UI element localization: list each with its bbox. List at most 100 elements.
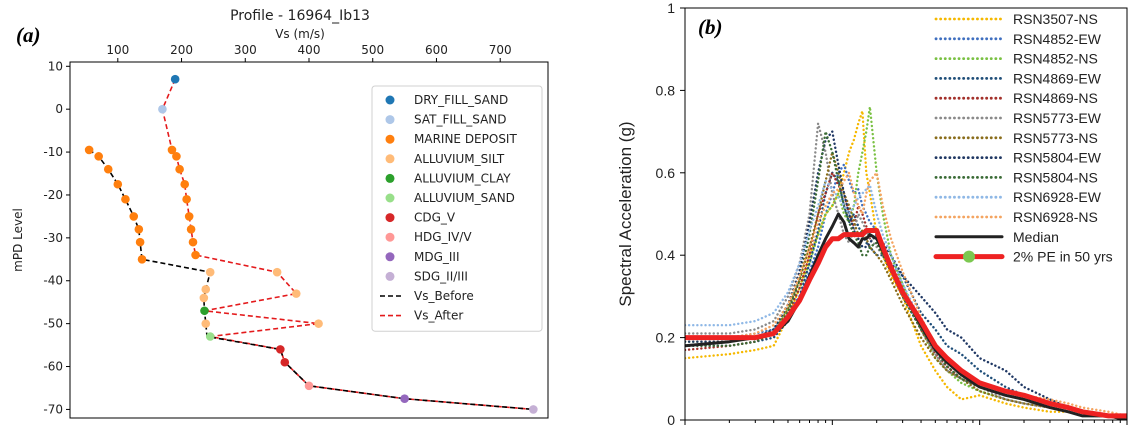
point-alluvium-silt (199, 293, 209, 303)
point-marine-deposit (167, 145, 177, 155)
y-tick-label: 0.8 (656, 82, 676, 98)
point-dry-fill-sand (170, 74, 180, 84)
legend-label-rsn5773-ns: RSN5773-NS (1013, 130, 1098, 146)
point-marine-deposit (191, 250, 200, 260)
point-marine-deposit (184, 212, 194, 221)
point-alluvium-clay (200, 306, 209, 316)
legend-label-rsn3507-ns: RSN3507-NS (1013, 11, 1098, 27)
point-marine-deposit (84, 145, 94, 155)
point-mdg-iii (400, 394, 409, 403)
legend-marker-dry-fill-sand (385, 95, 395, 105)
panel-label-a: (a) (16, 23, 41, 47)
x-tick-label: 100 (106, 43, 129, 57)
y-tick-label: -50 (43, 317, 63, 331)
y-tick-label: -10 (43, 145, 63, 159)
y-tick-label: 1 (667, 0, 675, 16)
point-alluvium-silt (201, 319, 211, 328)
point-marine-deposit (103, 164, 113, 174)
point-sdg-ii-iii (529, 405, 538, 414)
x-tick-label: 300 (234, 43, 257, 57)
legend-label-rsn6928-ew: RSN6928-EW (1013, 189, 1102, 205)
legend-marker-marine-deposit (385, 134, 395, 144)
point-sat-fill-sand (158, 104, 167, 114)
point-alluvium-silt (291, 289, 301, 298)
point-marine-deposit (186, 224, 196, 234)
point-marine-deposit (129, 212, 139, 221)
series-line-rsn6928-ew (685, 179, 1127, 420)
series-line-vs-after (161, 78, 534, 411)
point-marine-deposit (135, 237, 145, 247)
series-group-b (685, 105, 1127, 420)
legend-marker-mdg-iii (385, 252, 395, 262)
legend-label-rsn4852-ew: RSN4852-EW (1013, 31, 1102, 47)
legend-label-rsn5773-ew: RSN5773-EW (1013, 110, 1102, 126)
y-tick-label: -60 (43, 360, 63, 374)
legend-marker-sdg-ii-iii (385, 271, 395, 281)
point-alluvium-silt (201, 285, 211, 294)
point-marine-deposit (94, 152, 103, 161)
y-axis-label: mPD Level (11, 208, 25, 272)
series-line-rsn4852-ew (685, 163, 1127, 420)
legend-label-rsn5804-ns: RSN5804-NS (1013, 169, 1098, 185)
legend-label-median: Median (1013, 229, 1059, 245)
point-marine-deposit (113, 179, 123, 189)
series-line-rsn5773-ns (685, 151, 1127, 420)
point-marine-deposit (172, 152, 181, 161)
series-line-rsn4852-ns (685, 105, 1127, 420)
legend-label-cdg-v: CDG_V (414, 211, 456, 225)
panel-label-b: (b) (698, 15, 723, 39)
series-line-rsn5773-ew (685, 122, 1127, 420)
x-tick-label: 200 (170, 43, 193, 57)
x-axis-label: Vs (m/s) (275, 27, 325, 41)
point-marine-deposit (180, 179, 190, 189)
legend-label-2-pe-in-50-yrs: 2% PE in 50 yrs (1013, 249, 1113, 265)
point-alluvium-silt (205, 267, 215, 277)
series-line-rsn4869-ew (685, 171, 1127, 420)
point-alluvium-silt (272, 267, 282, 277)
legend-label-rsn4852-ns: RSN4852-NS (1013, 51, 1098, 67)
y-tick-label: 0.2 (656, 330, 676, 346)
legend-label-rsn4869-ew: RSN4869-EW (1013, 70, 1102, 86)
y-tick-label: -20 (43, 188, 63, 202)
legend-marker-2-pe-in-50-yrs (963, 250, 975, 263)
y-tick-label: -30 (43, 231, 63, 245)
legend-label-rsn4869-ns: RSN4869-NS (1013, 90, 1098, 106)
legend-label-alluvium-clay: ALLUVIUM_CLAY (414, 171, 511, 185)
x-tick-label: 500 (361, 43, 384, 57)
x-tick-label: 400 (298, 43, 321, 57)
legend-marker-alluvium-clay (385, 173, 395, 183)
chart-a-title: Profile - 16964_Ib13 (230, 8, 370, 24)
y-tick-label: -70 (43, 402, 63, 416)
series-line-rsn3507-ns (685, 109, 1127, 420)
plot-frame-b (684, 7, 1128, 421)
legend-label-rsn6928-ns: RSN6928-NS (1013, 209, 1098, 225)
series-line-rsn4869-ns (685, 171, 1127, 420)
legend-label-vs-after: Vs_After (414, 309, 463, 323)
legend-label-alluvium-silt: ALLUVIUM_SILT (414, 152, 505, 166)
legend-label-vs-before: Vs_Before (414, 289, 474, 303)
legend-label-mdg-iii: MDG_III (414, 250, 460, 264)
point-alluvium-silt (314, 319, 323, 328)
legend-marker-cdg-v (385, 213, 395, 223)
point-marine-deposit (134, 224, 144, 234)
series-line-rsn5804-ew (685, 130, 1127, 420)
y-axis-label: Spectral Acceleration (g) (616, 121, 635, 306)
point-marine-deposit (188, 237, 198, 247)
chart-a-soil-profile: 100 200 300 400 500 600 700100-10-20-30-40-50-… (11, 8, 549, 419)
point-hdg-iv-v (304, 381, 314, 391)
legend-label-sdg-ii-iii: SDG_II/III (414, 269, 468, 283)
x-tick-label: 600 (425, 43, 448, 57)
point-marine-deposit (121, 194, 130, 204)
point-alluvium-sand (205, 332, 215, 341)
x-tick-label: 700 (489, 43, 512, 57)
y-tick-label: 0 (55, 102, 63, 116)
point-cdg-v (276, 345, 285, 354)
point-marine-deposit (175, 164, 184, 174)
legend-marker-hdg-iv-v (385, 232, 395, 242)
series-line-2-pe-in-50-yrs (685, 228, 1127, 419)
legend-marker-alluvium-silt (385, 154, 395, 164)
y-tick-label: 10 (48, 59, 63, 73)
legend-label-rsn5804-ew: RSN5804-EW (1013, 150, 1102, 166)
y-tick-label: 0.4 (656, 247, 676, 263)
legend-marker-alluvium-sand (385, 193, 395, 203)
